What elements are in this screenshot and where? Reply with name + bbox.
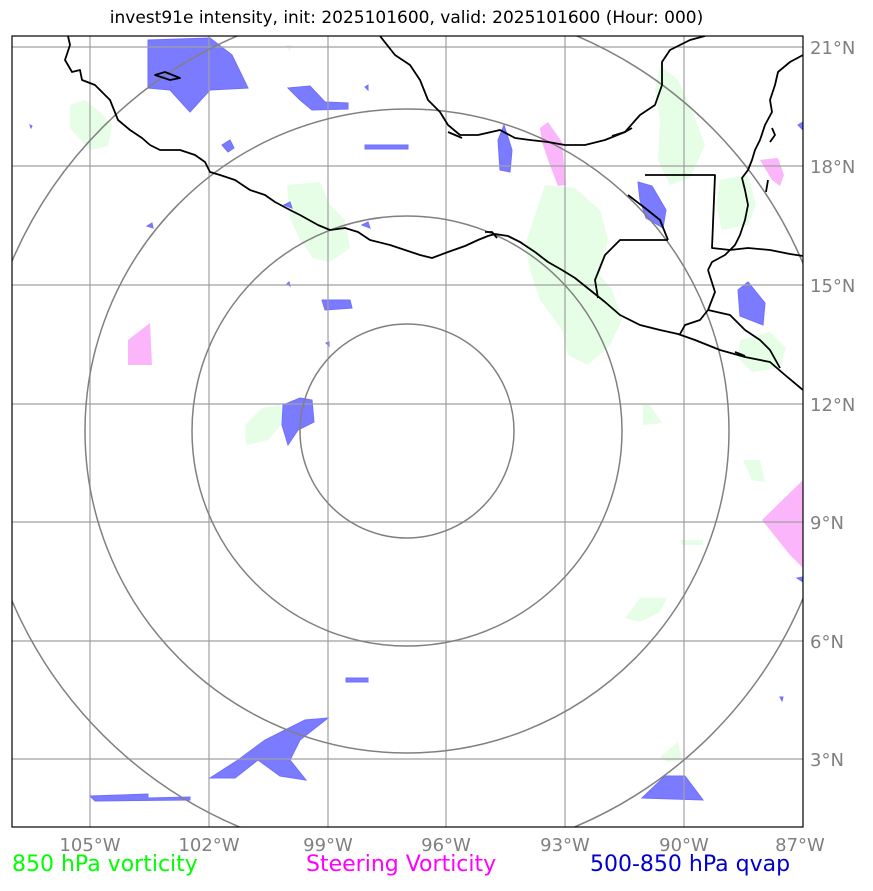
steering-vorticity-fields [128,122,803,568]
legend-qvap: 500-850 hPa qvap [590,852,791,877]
vorticity-850-fields [70,45,786,762]
map-frame [11,35,804,828]
range-rings [12,36,803,827]
lon-label-90w: 90°W [659,835,709,856]
lon-label-96w: 96°W [421,835,471,856]
lat-label-3n: 3°N [810,750,844,771]
map-title: invest91e intensity, init: 2025101600, v… [109,8,704,28]
lon-label-93w: 93°W [540,835,590,856]
legend-steering-vorticity: Steering Vorticity [306,852,497,877]
graticule [12,36,803,827]
lat-label-15n: 15°N [810,276,855,297]
lon-label-105w: 105°W [59,835,120,856]
lon-label-87w: 87°W [775,835,825,856]
lon-label-99w: 99°W [303,835,353,856]
lat-label-18n: 18°N [810,157,855,178]
lat-label-9n: 9°N [810,513,844,534]
coastlines [64,36,803,391]
lat-label-21n: 21°N [810,38,855,59]
longitude-axis: 105°W 102°W 99°W 96°W 93°W 90°W 87°W [59,835,825,856]
lon-label-102w: 102°W [178,835,239,856]
latitude-axis: 21°N 18°N 15°N 12°N 9°N 6°N 3°N [810,38,855,771]
legend-850-vorticity: 850 hPa vorticity [12,852,198,877]
lat-label-6n: 6°N [810,632,844,653]
lat-label-12n: 12°N [810,395,855,416]
